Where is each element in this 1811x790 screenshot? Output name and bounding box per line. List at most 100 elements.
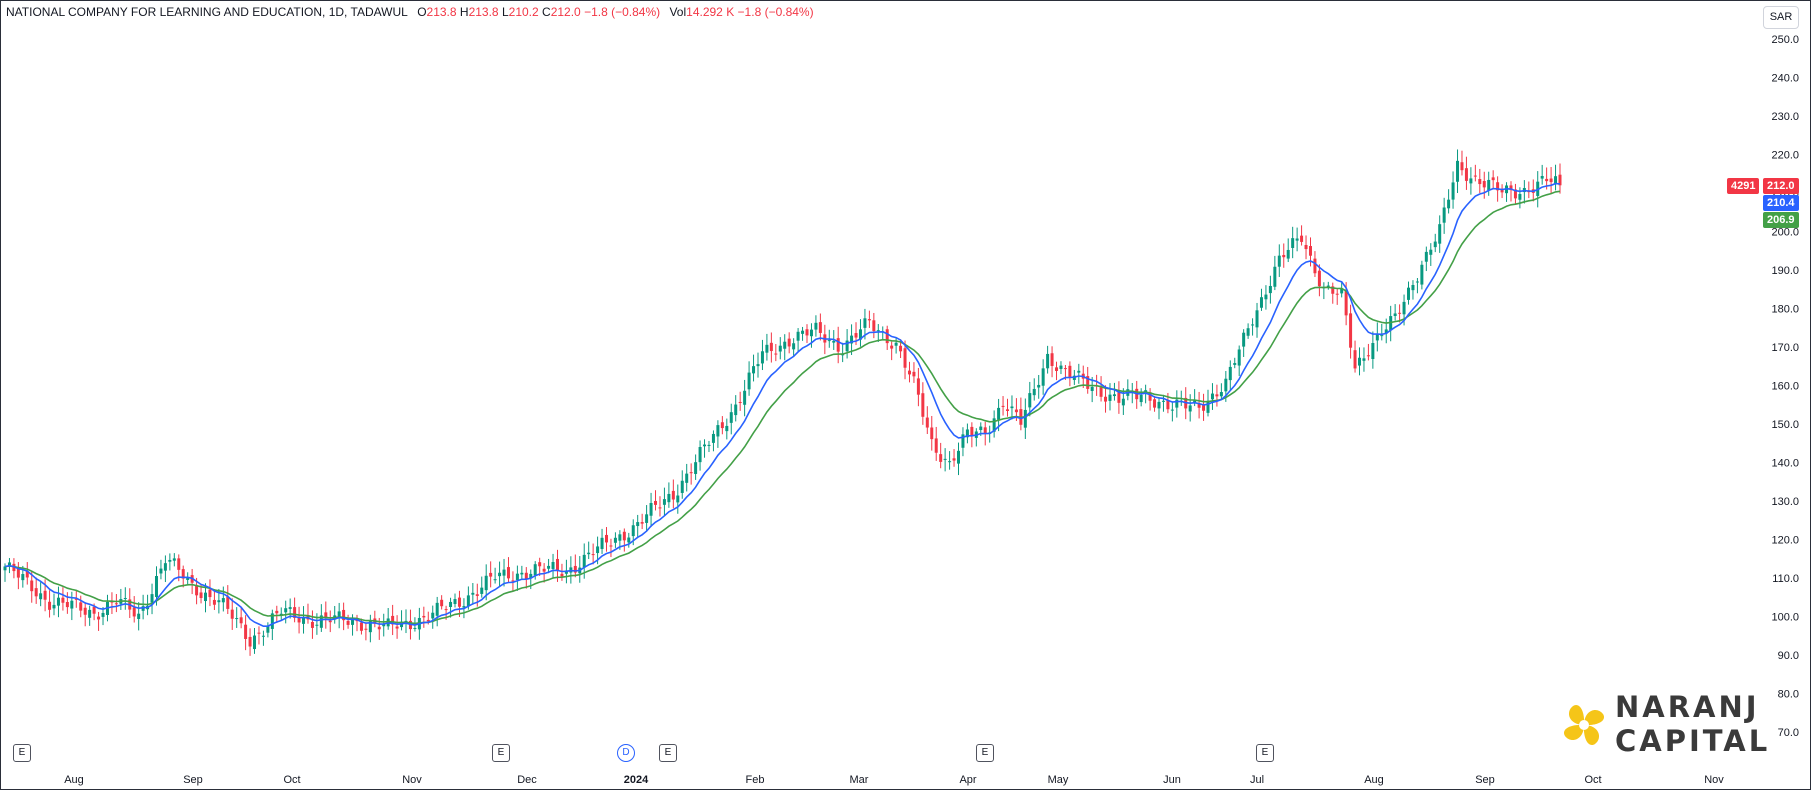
y-tick-label: 120.0	[1771, 535, 1799, 547]
candle	[1139, 388, 1143, 407]
candle	[471, 582, 475, 605]
candle	[230, 598, 234, 630]
high-value: 213.8	[468, 5, 499, 19]
x-tick-label: Oct	[283, 774, 300, 786]
candle	[707, 440, 711, 453]
candle	[257, 626, 261, 645]
candle	[97, 611, 101, 631]
candle	[212, 589, 216, 610]
x-tick-label: Feb	[746, 774, 765, 786]
candle	[841, 342, 845, 363]
candle	[1411, 280, 1415, 300]
candle	[1460, 150, 1464, 176]
candle	[310, 610, 314, 639]
x-tick-label: 2024	[624, 774, 649, 786]
y-tick-label: 220.0	[1771, 150, 1799, 162]
candle	[168, 553, 172, 571]
candle	[190, 568, 194, 595]
candle	[939, 442, 943, 469]
candle	[1349, 304, 1353, 359]
candle	[1451, 171, 1455, 209]
candle	[239, 606, 243, 629]
chart-legend: NATIONAL COMPANY FOR LEARNING AND EDUCAT…	[6, 5, 814, 19]
candle	[368, 614, 372, 643]
ma-fast-tag: 210.4	[1763, 195, 1799, 211]
x-tick-label: Apr	[959, 774, 976, 786]
candle	[1420, 260, 1424, 290]
candle	[796, 328, 800, 353]
candle	[1340, 281, 1344, 298]
earnings-event-icon[interactable]: E	[976, 744, 994, 762]
close-label: C	[542, 5, 551, 19]
candle	[440, 595, 444, 610]
y-tick-label: 230.0	[1771, 111, 1799, 123]
candle	[511, 571, 515, 592]
candle	[244, 615, 248, 651]
candle	[1473, 164, 1477, 182]
candle	[1317, 264, 1321, 297]
candle	[1295, 227, 1299, 252]
candle	[1482, 171, 1486, 199]
candle	[275, 605, 279, 623]
candle	[1282, 243, 1286, 268]
candle	[1291, 226, 1295, 259]
candle	[1206, 389, 1210, 417]
symbol-title[interactable]: NATIONAL COMPANY FOR LEARNING AND EDUCAT…	[6, 5, 408, 19]
candle	[328, 610, 332, 633]
candle	[720, 416, 724, 435]
candle	[52, 593, 56, 616]
candle	[123, 587, 127, 610]
candle	[302, 606, 306, 634]
y-tick-label: 160.0	[1771, 381, 1799, 393]
candle	[916, 367, 920, 407]
currency-button[interactable]: SAR	[1763, 6, 1799, 29]
candle	[538, 557, 542, 576]
candle	[186, 572, 190, 586]
moving-averages-layer	[4, 182, 1561, 627]
candle	[654, 490, 658, 511]
candle	[747, 361, 751, 396]
candle	[756, 352, 760, 378]
price-change: −1.8 (−0.84%)	[584, 5, 661, 19]
candle	[1366, 343, 1370, 361]
candle	[261, 630, 265, 646]
earnings-event-icon[interactable]: E	[492, 744, 510, 762]
x-tick-label: Aug	[64, 774, 84, 786]
candle	[649, 492, 653, 528]
high-label: H	[459, 5, 469, 19]
candle	[970, 422, 974, 448]
candle	[159, 559, 163, 580]
candle	[636, 514, 640, 538]
candle	[1046, 345, 1050, 374]
x-tick-label: May	[1048, 774, 1069, 786]
candle	[1006, 398, 1010, 417]
candle	[876, 324, 880, 342]
dividend-event-icon[interactable]: D	[617, 744, 635, 762]
candle	[680, 470, 684, 499]
candle	[573, 554, 577, 578]
candle	[591, 543, 595, 565]
candle	[765, 333, 769, 361]
candle	[787, 332, 791, 354]
candle	[1509, 181, 1513, 202]
candle	[774, 343, 778, 362]
candle	[729, 403, 733, 435]
candle	[1353, 340, 1357, 373]
candle	[1540, 164, 1544, 185]
earnings-event-icon[interactable]: E	[659, 744, 677, 762]
candle	[431, 605, 435, 629]
candle	[453, 593, 457, 608]
candle	[903, 340, 907, 380]
candle	[1086, 366, 1090, 394]
candle	[1326, 281, 1330, 290]
candle	[395, 615, 399, 639]
candle	[1032, 378, 1036, 401]
earnings-event-icon[interactable]: E	[1256, 744, 1274, 762]
earnings-event-icon[interactable]: E	[13, 744, 31, 762]
candle	[498, 561, 502, 587]
candle	[890, 341, 894, 361]
candle	[743, 379, 747, 417]
candle	[74, 590, 78, 608]
candle	[956, 442, 960, 476]
